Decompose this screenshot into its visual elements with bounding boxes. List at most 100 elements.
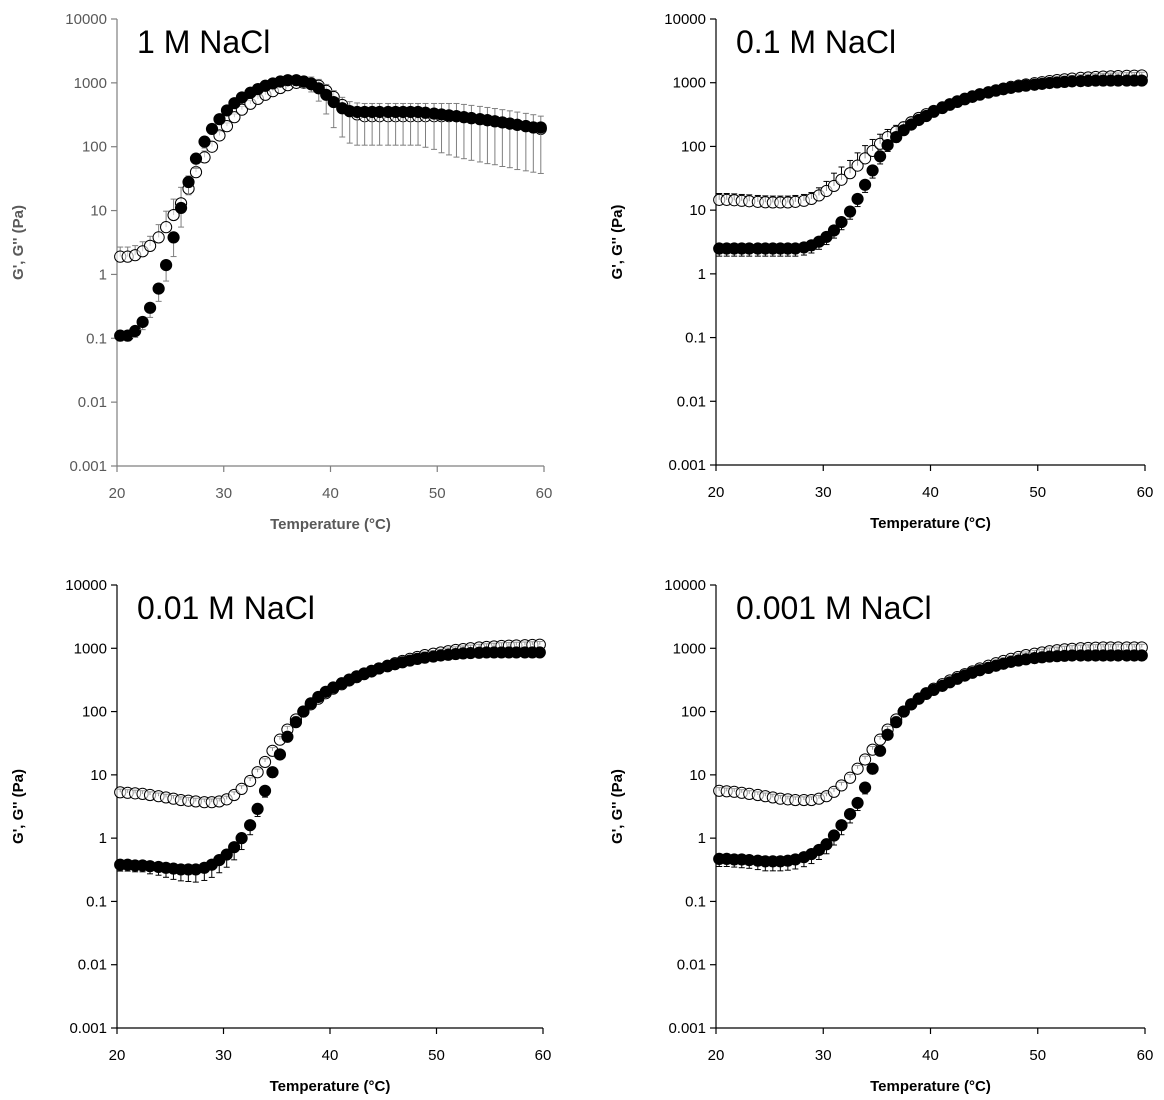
y-tick-label: 0.01 (78, 394, 107, 411)
chart-panel-0-001m-nacl: 0.001 0.01 0.1 1 10 100 1000 10000 20 30 40 50 60 Tem… (582, 550, 1164, 1100)
x-tick-label: 30 (215, 1047, 232, 1064)
y-tick-label: 10 (689, 767, 706, 784)
x-tick-label: 50 (1029, 1047, 1046, 1064)
data-point-open (143, 239, 157, 252)
x-tick-label: 50 (429, 485, 446, 502)
y-axis-title: G', G'' (Pa) (10, 769, 27, 844)
data-point-filled (1135, 74, 1148, 87)
data-point-filled (281, 730, 294, 743)
series-filled-circles (713, 74, 1148, 257)
x-tick-label: 50 (428, 1047, 445, 1064)
series-open-circles (713, 641, 1148, 807)
y-tick-label: 1000 (673, 75, 706, 92)
data-point-open (167, 208, 180, 222)
x-axis-title: Temperature (°C) (870, 1078, 991, 1095)
data-point-filled (205, 122, 219, 136)
x-tick-label: 60 (535, 1047, 552, 1064)
y-tick-label: 0.1 (86, 330, 107, 347)
data-point-open (235, 782, 248, 795)
data-point-filled (533, 646, 546, 659)
x-tick-label: 40 (922, 1047, 939, 1064)
y-tick-label: 1000 (673, 640, 706, 657)
data-point-filled (843, 205, 857, 218)
chart-svg: 0.001 0.01 0.1 1 10 100 1000 10000 20 30 40 50 60 Tem… (10, 11, 553, 533)
data-point-filled (136, 315, 149, 329)
y-tick-label: 0.01 (677, 957, 706, 974)
data-point-open (220, 120, 234, 133)
chart-title: 0.001 M NaCl (736, 590, 932, 626)
y-axis-title: G', G'' (Pa) (609, 205, 626, 280)
data-point-filled (152, 282, 165, 295)
y-tick-label: 1 (698, 266, 706, 283)
data-point-filled (890, 131, 903, 144)
chart-svg: 0.001 0.01 0.1 1 10 100 1000 10000 20 30 40 50 60 Tem… (609, 11, 1154, 532)
data-point-filled (866, 762, 879, 775)
data-point-filled (873, 150, 887, 163)
x-tick-label: 20 (708, 484, 725, 501)
series-filled-circles (713, 649, 1148, 872)
data-point-filled (160, 258, 173, 272)
y-tick-label: 10 (90, 203, 107, 220)
y-tick-label: 0.001 (69, 458, 107, 475)
y-tick-label: 10000 (664, 577, 706, 594)
x-tick-label: 60 (1137, 484, 1154, 501)
y-tick-label: 10000 (65, 577, 107, 594)
data-point-filled (174, 201, 188, 215)
data-point-filled (873, 744, 887, 757)
series-filled-circles (114, 74, 547, 342)
data-point-open (228, 111, 241, 124)
chart-title: 1 M NaCl (137, 24, 270, 60)
data-point-open (851, 762, 864, 775)
data-point-filled (881, 728, 894, 741)
data-point-filled (327, 95, 340, 109)
data-point-filled (835, 819, 848, 832)
data-point-filled (858, 781, 872, 794)
chart-panel-0-1m-nacl: 0.001 0.01 0.1 1 10 100 1000 10000 20 30 40 50 60 Tem… (582, 0, 1164, 550)
x-axis-title: Temperature (°C) (270, 516, 391, 533)
data-point-open (851, 159, 864, 172)
data-point-filled (182, 175, 195, 189)
data-point-filled (129, 324, 142, 338)
data-point-filled (843, 807, 857, 821)
x-tick-label: 30 (815, 484, 832, 501)
y-tick-label: 100 (82, 704, 107, 721)
x-tick-label: 40 (322, 1047, 339, 1064)
y-tick-label: 1 (698, 830, 706, 847)
y-tick-label: 0.01 (677, 393, 706, 410)
x-tick-label: 20 (708, 1047, 725, 1064)
data-point-open (244, 774, 257, 788)
data-point-filled (143, 301, 157, 314)
x-tick-label: 40 (322, 485, 339, 502)
data-point-open (858, 152, 872, 165)
chart-panel-0-01m-nacl: 0.001 0.01 0.1 1 10 100 1000 10000 20 30 40 50 60 Tem… (0, 550, 582, 1100)
y-tick-label: 10 (90, 767, 107, 784)
y-tick-label: 0.1 (86, 893, 107, 910)
data-point-filled (198, 135, 211, 148)
data-point-open (843, 771, 857, 784)
x-tick-label: 60 (536, 485, 553, 502)
series-open-circles (713, 69, 1148, 209)
data-point-filled (320, 88, 333, 101)
data-point-filled (1135, 649, 1148, 662)
y-tick-label: 0.001 (69, 1020, 107, 1037)
data-point-filled (827, 224, 841, 237)
data-point-open (251, 766, 264, 779)
data-point-filled (820, 838, 833, 851)
x-tick-label: 30 (815, 1047, 832, 1064)
chart-panel-1m-nacl: 0.001 0.01 0.1 1 10 100 1000 10000 20 30 40 50 60 Tem… (0, 0, 582, 550)
y-tick-label: 1000 (74, 640, 107, 657)
data-point-filled (851, 796, 864, 810)
data-point-filled (534, 121, 547, 134)
data-point-open (835, 779, 848, 792)
data-point-filled (273, 748, 287, 761)
y-tick-label: 0.01 (78, 957, 107, 974)
y-tick-label: 0.1 (685, 893, 706, 910)
y-axis-title: G', G'' (Pa) (10, 205, 27, 280)
data-point-open (258, 755, 272, 769)
data-point-filled (258, 784, 272, 797)
chart-title: 0.01 M NaCl (137, 590, 315, 626)
data-point-filled (189, 152, 203, 165)
y-tick-label: 1 (99, 830, 107, 847)
chart-svg: 0.001 0.01 0.1 1 10 100 1000 10000 20 30 40 50 60 Tem… (10, 577, 552, 1095)
